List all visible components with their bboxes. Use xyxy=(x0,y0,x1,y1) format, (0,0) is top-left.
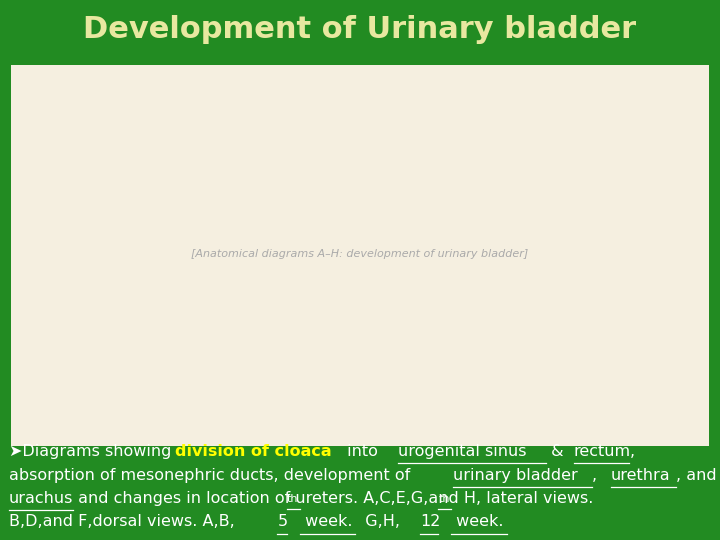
FancyBboxPatch shape xyxy=(0,0,720,62)
Text: ,: , xyxy=(629,444,634,460)
Text: th: th xyxy=(287,494,298,504)
Text: urethra: urethra xyxy=(611,468,670,483)
Text: urogenital sinus: urogenital sinus xyxy=(397,444,526,460)
Text: and changes in location of ureters. A,C,E,G,and H, lateral views.: and changes in location of ureters. A,C,… xyxy=(73,491,594,507)
Text: urinary bladder: urinary bladder xyxy=(454,468,578,483)
Text: Development of Urinary bladder: Development of Urinary bladder xyxy=(84,15,636,44)
Text: division of cloaca: division of cloaca xyxy=(176,444,332,460)
Text: week.: week. xyxy=(451,515,504,530)
Text: week.: week. xyxy=(300,515,352,530)
Text: &: & xyxy=(546,444,569,460)
Text: rectum: rectum xyxy=(574,444,631,460)
Text: 12: 12 xyxy=(420,515,441,530)
Text: , and: , and xyxy=(675,468,716,483)
Text: th: th xyxy=(438,494,450,504)
Text: ➤Diagrams showing: ➤Diagrams showing xyxy=(9,444,176,460)
Text: into: into xyxy=(342,444,383,460)
Text: urachus: urachus xyxy=(9,491,73,507)
Text: 5: 5 xyxy=(277,515,287,530)
Text: B,D,and F,dorsal views. A,B,: B,D,and F,dorsal views. A,B, xyxy=(9,515,240,530)
Text: G,H,: G,H, xyxy=(355,515,405,530)
FancyBboxPatch shape xyxy=(11,65,709,446)
Text: ,: , xyxy=(593,468,603,483)
Text: [Anatomical diagrams A–H: development of urinary bladder]: [Anatomical diagrams A–H: development of… xyxy=(192,249,528,259)
Text: absorption of mesonephric ducts, development of: absorption of mesonephric ducts, develop… xyxy=(9,468,415,483)
